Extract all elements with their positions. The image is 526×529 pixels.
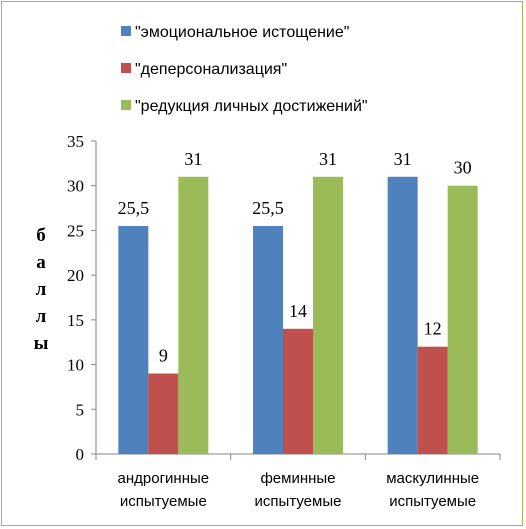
bar-s1-c1	[118, 225, 149, 454]
y-tick-label: 0	[76, 445, 85, 464]
y-axis-label-letter: а	[36, 252, 46, 273]
y-tick-label: 20	[67, 266, 84, 285]
bar-s2-c3	[417, 346, 448, 454]
bar-s1-c3	[387, 176, 418, 454]
legend-swatch-2	[121, 63, 131, 73]
y-tick-label: 35	[67, 132, 84, 151]
y-tick-label: 30	[67, 177, 84, 196]
bar-s2-c2	[283, 328, 313, 454]
data-label-s1-c2: 25,5	[252, 198, 284, 218]
data-label-s2-c3: 12	[424, 319, 442, 339]
data-label-s2-c1: 9	[159, 346, 168, 366]
data-label-s1-c1: 25,5	[118, 198, 150, 218]
data-label-s2-c2: 14	[289, 301, 307, 321]
legend-swatch-3	[121, 100, 131, 110]
data-label-s1-c3: 31	[394, 149, 412, 169]
y-axis-label-letter: л	[36, 306, 47, 327]
y-tick-label: 10	[67, 356, 84, 375]
data-label-s3-c2: 31	[319, 149, 337, 169]
x-category-label: андрогинные	[118, 470, 210, 487]
y-axis-label-letter: л	[36, 279, 47, 300]
x-category-label: испытуемые	[389, 493, 476, 510]
x-category-label: испытуемые	[120, 493, 207, 510]
bar-s2-c1	[148, 373, 179, 454]
legend-swatch-1	[121, 26, 131, 36]
y-tick-label: 15	[67, 311, 84, 330]
x-category-label: феминные	[260, 470, 335, 487]
y-axis-label-letter: б	[36, 225, 46, 246]
y-axis-label-letter: ы	[34, 333, 49, 354]
legend-label-1: "эмоциональное истощение"	[135, 24, 349, 41]
bar-s3-c2	[313, 176, 343, 454]
x-category-label: маскулинные	[386, 470, 479, 487]
legend-label-3: "редукция личных достижений"	[135, 98, 368, 115]
bar-s1-c2	[253, 225, 283, 454]
y-tick-label: 25	[67, 221, 84, 240]
data-label-s3-c3: 30	[454, 158, 472, 178]
legend-label-2: "деперсонализация"	[135, 61, 287, 78]
bar-s3-c1	[178, 176, 209, 454]
bar-s3-c3	[447, 185, 478, 454]
y-tick-label: 5	[76, 400, 85, 419]
x-category-label: испытуемые	[255, 493, 342, 510]
data-label-s3-c1: 31	[184, 149, 202, 169]
